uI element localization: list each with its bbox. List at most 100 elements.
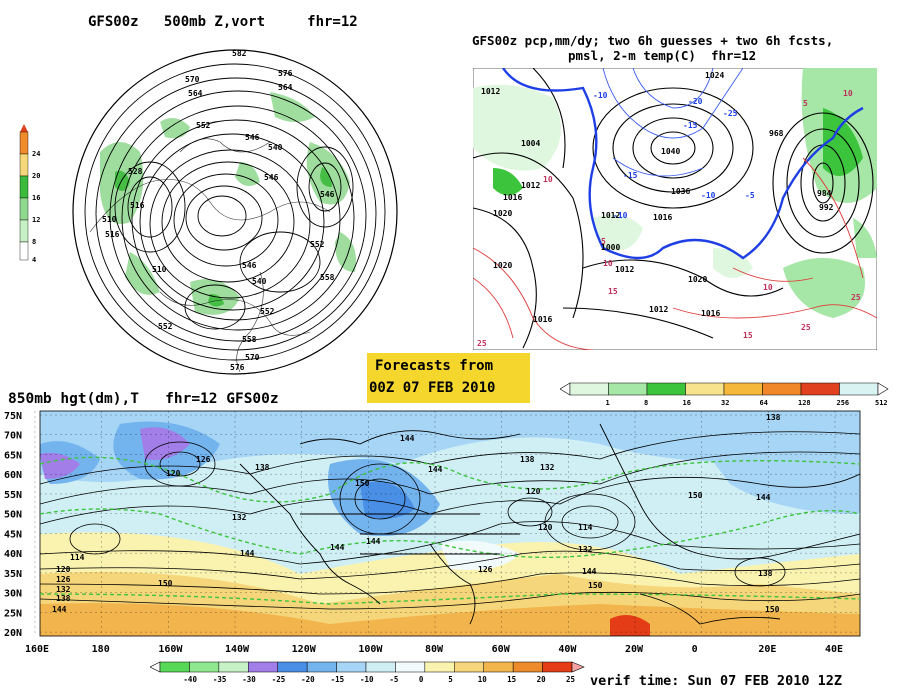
cbar-tick: 4 [32,256,36,264]
svg-text:114: 114 [578,523,593,532]
temp-colorbar-tick: -35 [213,675,227,684]
pcp-pmsl-map: 1012 1024 1040 1036 1004 1012 1016 1020 … [473,68,877,350]
pcp-colorbar-swatch [685,382,725,396]
svg-text:15: 15 [743,331,753,340]
svg-text:144: 144 [582,567,597,576]
pcp-colorbar-tick: 1 [606,399,610,407]
svg-text:546: 546 [264,173,279,182]
temp-colorbar-tick: -10 [360,675,374,684]
svg-text:144: 144 [366,537,381,546]
cbar-tick: 12 [32,216,40,224]
svg-text:132: 132 [232,513,247,522]
latitude-label: 30N [4,589,22,600]
svg-text:570: 570 [185,75,200,84]
svg-text:1016: 1016 [533,315,552,324]
polar-500mb-map: 582 570 564 576 564 552 546 540 528 516 … [19,49,398,375]
svg-text:150: 150 [765,605,780,614]
svg-text:552: 552 [158,322,173,331]
longitude-label: 20E [758,644,776,655]
temp-colorbar-swatch [542,661,573,673]
temp-colorbar-tick: -25 [272,675,286,684]
svg-text:1012: 1012 [521,181,540,190]
temp-colorbar-swatch [189,661,220,673]
latitude-label: 40N [4,549,22,560]
longitude-label: 160E [25,644,49,655]
verif-time: verif time: Sun 07 FEB 2010 12Z [590,673,842,689]
svg-text:1020: 1020 [493,261,512,270]
pressure-labels: 1012 1024 1040 1036 1004 1012 1016 1020 … [481,71,834,324]
svg-text:150: 150 [158,579,173,588]
temp-colorbar-tick: 10 [478,675,488,684]
svg-text:570: 570 [245,353,260,362]
svg-text:1000: 1000 [601,243,620,252]
mercator-850mb-map: 75N 70N 65N 60N 55N 50N 45N 40N 35N 30N 25N 20N 160… [4,410,861,655]
svg-text:114: 114 [70,553,85,562]
cbar-tick: 16 [32,194,40,202]
latitude-label: 75N [4,411,22,422]
svg-text:1020: 1020 [688,275,707,284]
warm-isotherms [473,157,877,350]
svg-text:546: 546 [320,190,335,199]
svg-text:25: 25 [477,339,487,348]
svg-text:5: 5 [803,99,808,108]
svg-text:120: 120 [56,565,71,574]
svg-text:-20: -20 [688,97,703,106]
svg-text:126: 126 [56,575,71,584]
latitude-label: 20N [4,628,22,639]
svg-text:984: 984 [817,189,832,198]
banner-line2: 00Z 07 FEB 2010 [369,380,496,396]
svg-text:1016: 1016 [653,213,672,222]
zero-isotherm [502,68,864,260]
latitude-label: 25N [4,608,22,619]
longitude-label: 180 [92,644,110,655]
svg-text:564: 564 [278,83,293,92]
svg-text:138: 138 [758,569,773,578]
temp-colorbar-swatch [424,661,455,673]
pcp-colorbar: 1 8 16 32 64 128 256 512 [560,382,889,407]
svg-text:144: 144 [400,434,415,443]
pcp-colorbar-tick: 128 [798,399,811,407]
longitude-label: 60W [492,644,511,655]
svg-text:144: 144 [330,543,345,552]
svg-text:138: 138 [255,463,270,472]
temp-colorbar-tick: -15 [331,675,345,684]
svg-text:558: 558 [242,335,257,344]
svg-text:540: 540 [252,277,267,286]
precip-shading [473,68,877,318]
svg-text:540: 540 [268,143,283,152]
svg-text:1024: 1024 [705,71,724,80]
pcp-colorbar-swatch [608,382,648,396]
temp-colorbar-swatch [159,661,190,673]
temp-colorbar: -40 -35 -30 -25 -20 -15 -10 -5 0 5 10 15 20 25 [150,661,585,684]
svg-text:1012: 1012 [649,305,668,314]
svg-text:150: 150 [355,479,370,488]
svg-text:25: 25 [801,323,811,332]
svg-text:120: 120 [166,469,181,478]
pcp-colorbar-tick: 8 [644,399,648,407]
pcp-colorbar-swatch [762,382,802,396]
svg-text:1036: 1036 [671,187,690,196]
svg-text:528: 528 [128,167,143,176]
svg-text:510: 510 [102,215,117,224]
temp-colorbar-tick: -40 [183,675,197,684]
isobars [473,68,874,349]
panel-850mb-title: 850mb hgt(dm),T fhr=12 GFS00z [8,391,279,407]
svg-text:-5: -5 [745,191,755,200]
svg-text:144: 144 [52,605,67,614]
longitude-label: 20W [625,644,644,655]
svg-text:582: 582 [232,49,247,58]
svg-text:138: 138 [520,455,535,464]
pcp-colorbar-tick: 32 [721,399,729,407]
temp-colorbar-tick: -5 [389,675,398,684]
latitude-label: 55N [4,490,22,501]
temp-colorbar-swatch [365,661,396,673]
temp-colorbar-swatch [248,661,278,673]
svg-text:-25: -25 [723,109,738,118]
svg-text:132: 132 [540,463,555,472]
temperature-shading [40,411,860,636]
svg-text:-10: -10 [701,191,716,200]
svg-text:1040: 1040 [661,147,680,156]
height-labels: 144 138 126 120 138 144 150 138 132 120 … [52,413,781,614]
svg-text:-10: -10 [593,91,608,100]
longitude-label: 100W [358,644,383,655]
